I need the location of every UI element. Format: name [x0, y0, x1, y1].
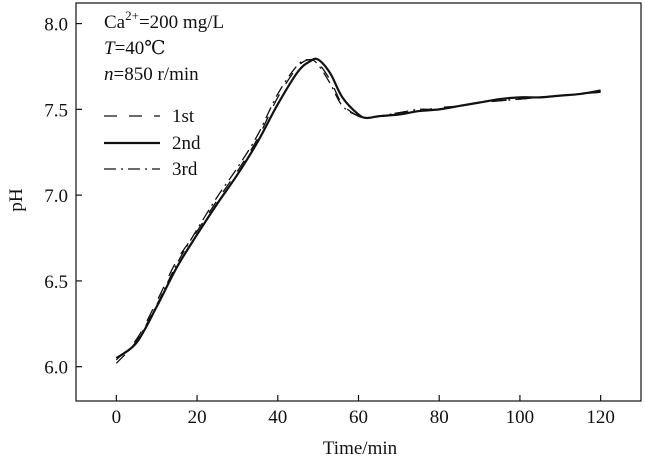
legend-label-3rd: 3rd	[172, 159, 198, 180]
x-tick-label: 0	[112, 407, 122, 428]
y-tick-label: 6.5	[44, 272, 68, 293]
legend: 1st 2nd 3rd	[104, 106, 201, 180]
x-tick-label: 120	[586, 407, 615, 428]
series-layer	[115, 57, 601, 364]
legend-label-2nd: 2nd	[172, 133, 201, 154]
y-tick-label: 8.0	[44, 15, 68, 36]
y-axis-label: pH	[6, 188, 27, 212]
plot-frame	[75, 2, 642, 402]
x-tick-label: 100	[506, 407, 535, 428]
legend-label-1st: 1st	[172, 106, 195, 127]
y-axis-ticks: 6.0 6.5 7.0 7.5 8.0	[44, 15, 82, 379]
annotation-calcium: Ca2+=200 mg/L	[104, 8, 224, 33]
annotation-temperature: T=40℃	[104, 38, 166, 59]
x-tick-label: 20	[188, 407, 207, 428]
x-tick-label: 80	[430, 407, 449, 428]
x-axis-ticks: 0 20 40 60 80 100 120	[112, 395, 615, 428]
series-line-1st	[115, 58, 601, 361]
annotation-speed: n=850 r/min	[104, 64, 199, 85]
x-tick-label: 40	[268, 407, 287, 428]
y-tick-label: 7.0	[44, 186, 68, 207]
series-line-3rd	[115, 58, 601, 364]
y-tick-label: 7.5	[44, 100, 68, 121]
x-tick-label: 60	[349, 407, 368, 428]
x-axis-label: Time/min	[323, 438, 398, 459]
series-line-2nd	[115, 57, 601, 360]
y-tick-label: 6.0	[44, 358, 68, 379]
